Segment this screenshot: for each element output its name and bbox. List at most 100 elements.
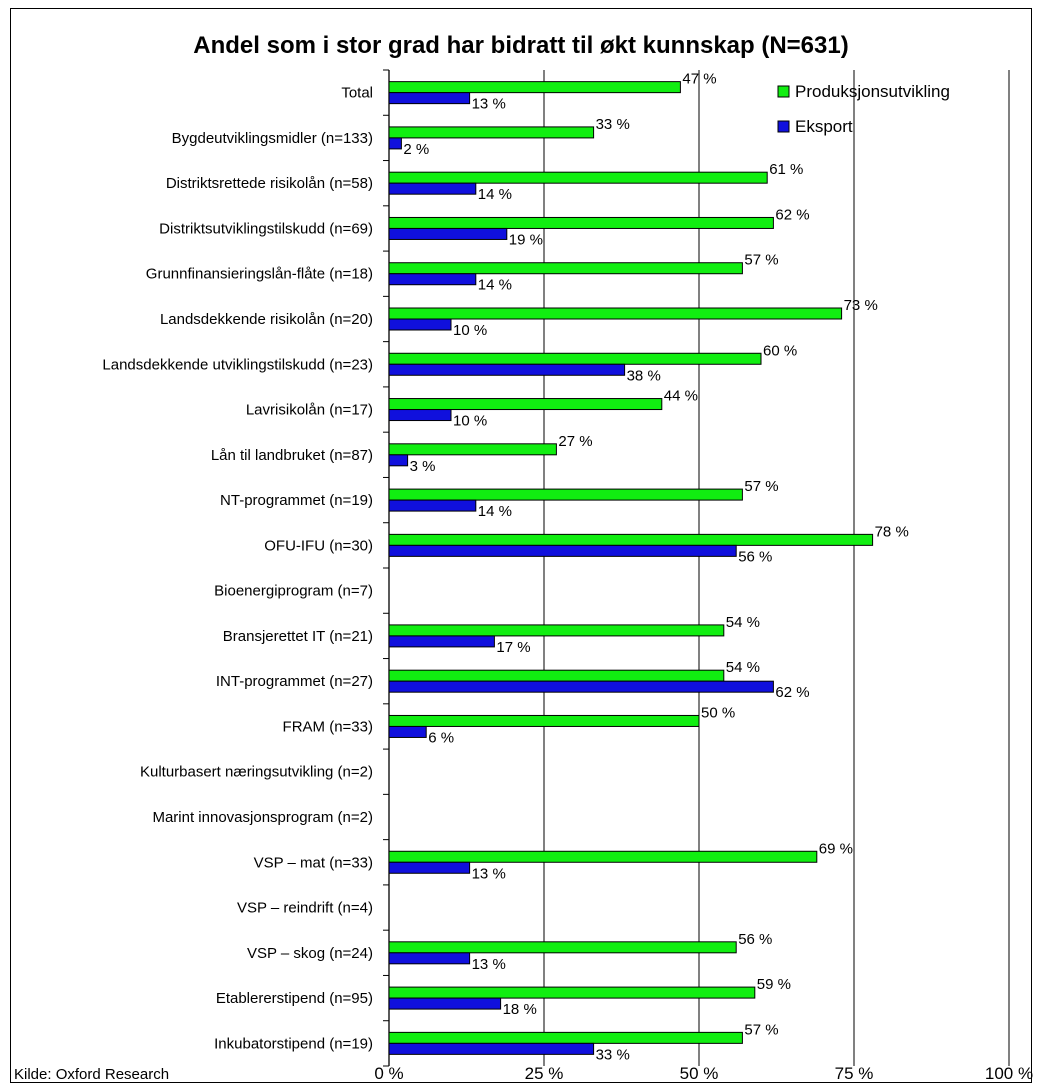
bar-eksport [388,861,471,874]
data-label-eksport: 33 % [596,1046,630,1063]
bar-eksport [388,318,452,331]
bar-eksport [388,227,508,240]
data-label-produksjonsutvikling: 54 % [726,614,760,631]
category-label: Landsdekkende utviklingstilskudd (n=23) [102,356,373,373]
data-label-produksjonsutvikling: 69 % [819,840,853,857]
category-label: Distriktsutviklingstilskudd (n=69) [159,220,373,237]
bar-eksport [388,1042,595,1055]
data-label-produksjonsutvikling: 50 % [701,704,735,721]
category-label: VSP – mat (n=33) [254,854,373,871]
source-note: Kilde: Oxford Research [14,1066,169,1083]
legend-swatch-eksport [777,120,790,133]
category-label: VSP – skog (n=24) [247,945,373,962]
data-label-eksport: 18 % [503,1001,537,1018]
category-label: Grunnfinansieringslån-flåte (n=18) [146,266,373,283]
data-label-produksjonsutvikling: 59 % [757,976,791,993]
bar-eksport [388,363,626,376]
x-tick-label: 0 % [374,1064,403,1083]
bar-eksport [388,544,737,557]
category-label: Bransjerettet IT (n=21) [223,628,373,645]
bar-produksjonsutvikling [388,850,818,863]
bar-eksport [388,454,409,467]
data-label-produksjonsutvikling: 54 % [726,659,760,676]
category-label: Bioenergiprogram (n=7) [214,583,373,600]
bar-produksjonsutvikling [388,126,595,139]
bar-produksjonsutvikling [388,443,557,456]
bar-produksjonsutvikling [388,488,743,501]
bar-eksport [388,680,774,693]
bar-produksjonsutvikling [388,216,774,229]
bar-produksjonsutvikling [388,262,743,275]
data-label-eksport: 10 % [453,413,487,430]
bar-eksport [388,725,427,738]
data-label-eksport: 14 % [478,503,512,520]
data-label-eksport: 17 % [496,639,530,656]
data-label-produksjonsutvikling: 27 % [558,433,592,450]
category-label: NT-programmet (n=19) [220,492,373,509]
category-label: FRAM (n=33) [283,718,373,735]
bar-produksjonsutvikling [388,941,737,954]
data-label-eksport: 14 % [478,277,512,294]
data-label-produksjonsutvikling: 62 % [775,206,809,223]
data-label-produksjonsutvikling: 73 % [844,297,878,314]
category-label: Lån til landbruket (n=87) [211,447,373,464]
bar-eksport [388,92,471,105]
x-tick-label: 25 % [525,1064,564,1083]
category-label: Marint innovasjonsprogram (n=2) [152,809,373,826]
data-label-eksport: 14 % [478,186,512,203]
bar-eksport [388,273,477,286]
legend-swatch-produksjonsutvikling [777,85,790,98]
data-label-produksjonsutvikling: 78 % [875,523,909,540]
category-label: Bygdeutviklingsmidler (n=133) [172,130,373,147]
category-label: OFU-IFU (n=30) [264,537,373,554]
bar-produksjonsutvikling [388,398,663,411]
data-label-produksjonsutvikling: 60 % [763,342,797,359]
data-label-eksport: 13 % [472,956,506,973]
bar-produksjonsutvikling [388,81,681,94]
category-label: Landsdekkende risikolån (n=20) [160,311,373,328]
legend-label: Produksjonsutvikling [795,82,950,101]
data-label-produksjonsutvikling: 33 % [596,116,630,133]
bar-eksport [388,952,471,965]
bar-produksjonsutvikling [388,1031,743,1044]
bar-produksjonsutvikling [388,714,700,727]
data-label-eksport: 13 % [472,96,506,113]
category-label: Lavrisikolån (n=17) [246,402,373,419]
data-label-produksjonsutvikling: 47 % [682,71,716,88]
data-label-eksport: 38 % [627,367,661,384]
data-label-eksport: 2 % [403,141,429,158]
data-label-produksjonsutvikling: 57 % [744,1021,778,1038]
legend-label: Eksport [795,117,853,136]
bar-eksport [388,182,477,195]
bar-eksport [388,409,452,422]
bar-produksjonsutvikling [388,669,725,682]
bar-eksport [388,499,477,512]
category-label: INT-programmet (n=27) [216,673,373,690]
bar-eksport [388,635,495,648]
data-label-eksport: 62 % [775,684,809,701]
data-label-eksport: 3 % [410,458,436,475]
chart-title: Andel som i stor grad har bidratt til øk… [193,32,848,59]
data-label-eksport: 10 % [453,322,487,339]
bar-eksport [388,137,402,150]
category-label: Distriktsrettede risikolån (n=58) [166,175,373,192]
category-label: VSP – reindrift (n=4) [237,900,373,917]
data-label-eksport: 6 % [428,729,454,746]
data-label-eksport: 13 % [472,865,506,882]
data-label-produksjonsutvikling: 61 % [769,161,803,178]
bar-produksjonsutvikling [388,624,725,637]
bar-produksjonsutvikling [388,307,843,320]
data-label-produksjonsutvikling: 44 % [664,388,698,405]
data-label-produksjonsutvikling: 56 % [738,931,772,948]
data-label-produksjonsutvikling: 57 % [744,252,778,269]
x-tick-label: 75 % [835,1064,874,1083]
data-label-eksport: 19 % [509,231,543,248]
category-label: Total [341,85,373,102]
data-label-produksjonsutvikling: 57 % [744,478,778,495]
bar-produksjonsutvikling [388,533,874,546]
bar-eksport [388,997,502,1010]
bar-produksjonsutvikling [388,986,756,999]
category-label: Etablererstipend (n=95) [216,990,373,1007]
data-label-eksport: 56 % [738,548,772,565]
